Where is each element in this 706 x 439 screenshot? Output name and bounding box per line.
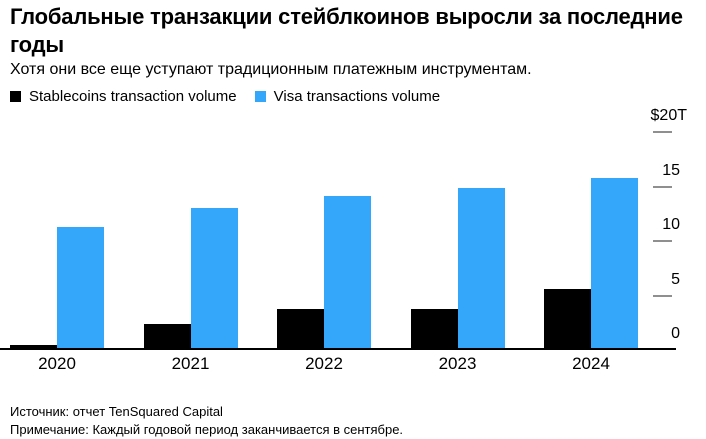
bar-visa-2021: [190, 208, 238, 350]
x-axis-label-2020: 2020: [38, 354, 76, 373]
legend-item-stablecoins: Stablecoins transaction volume: [10, 88, 237, 105]
x-axis-label-2022: 2022: [305, 354, 343, 373]
plot-area: $20T 15 10 5 0: [0, 107, 706, 350]
bar-stablecoins-2024: [544, 289, 591, 350]
chart-subtitle: Хотя они все еще уступают традиционным п…: [10, 61, 532, 78]
y-axis-label-0: 0: [671, 325, 680, 342]
chart-title-line2: годы: [10, 32, 64, 57]
y-axis-tick-mark-15: [653, 185, 672, 188]
chart-title: Глобальные транзакции стейблкоинов вырос…: [10, 3, 683, 59]
bar-visa-2022: [324, 196, 371, 350]
legend-label-stablecoins: Stablecoins transaction volume: [29, 88, 237, 105]
chart-title-line1: Глобальные транзакции стейблкоинов вырос…: [10, 4, 683, 29]
footer: Источник: отчет TenSquared Capital Приме…: [10, 403, 403, 439]
x-axis-line: [0, 348, 676, 350]
period-note: Примечание: Каждый годовой период заканч…: [10, 422, 404, 437]
y-axis-label-20: $20T: [650, 107, 687, 124]
x-axis-label-2023: 2023: [438, 354, 477, 373]
stablecoins-swatch-icon: [10, 91, 21, 102]
y-axis-label-15: 15: [662, 161, 680, 179]
bar-stablecoins-2023: [410, 309, 458, 350]
x-axis-label-2024: 2024: [572, 354, 610, 373]
y-axis-tick-mark-5: [653, 294, 672, 297]
x-axis-label-2021: 2021: [171, 354, 210, 373]
y-axis-label-5: 5: [671, 270, 680, 288]
source-note: Источник: отчет TenSquared Capital: [10, 404, 223, 419]
y-axis-tick-mark-10: [653, 240, 672, 242]
y-axis-label-10: 10: [662, 216, 680, 233]
bar-visa-2023: [457, 188, 505, 350]
legend-item-visa: Visa transactions volume: [254, 88, 441, 105]
legend: Stablecoins transaction volume Visa tran…: [10, 88, 440, 105]
bar-stablecoins-2022: [277, 309, 324, 350]
visa-swatch-icon: [254, 91, 266, 102]
x-axis-labels: 2020 2021 2022 2023 2024: [0, 354, 706, 376]
legend-label-visa: Visa transactions volume: [273, 88, 441, 105]
y-axis-tick-mark-20: [653, 131, 672, 133]
bar-visa-2020: [57, 227, 104, 350]
bar-stablecoins-2021: [143, 324, 191, 350]
bar-stablecoins-2020: [10, 345, 57, 350]
bar-visa-2024: [591, 178, 638, 350]
